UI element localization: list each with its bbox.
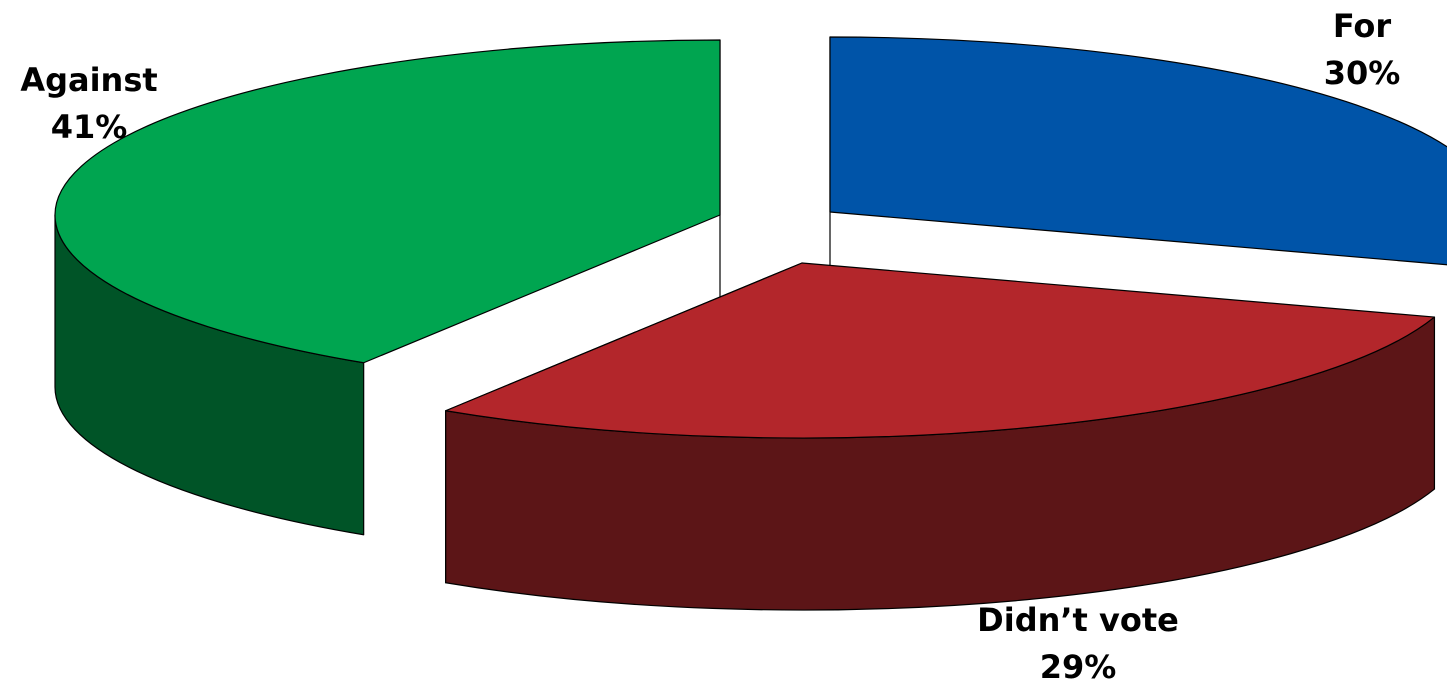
slice-top-for (829, 36, 1447, 266)
slice-percent-against: 41% (51, 108, 128, 146)
slice-percent-for: 30% (1324, 54, 1401, 92)
slice-top-didnt-vote (445, 262, 1436, 439)
slice-label-for: For (1333, 7, 1392, 45)
slice-top-against (54, 39, 721, 364)
pie-top-layer (54, 36, 1447, 611)
slice-didnt-vote (445, 262, 1436, 611)
slice-percent-didnt-vote: 29% (1040, 648, 1117, 682)
slice-label-didnt-vote: Didn’t vote (977, 601, 1179, 639)
slice-label-against: Against (20, 61, 157, 99)
slice-against (54, 39, 721, 536)
